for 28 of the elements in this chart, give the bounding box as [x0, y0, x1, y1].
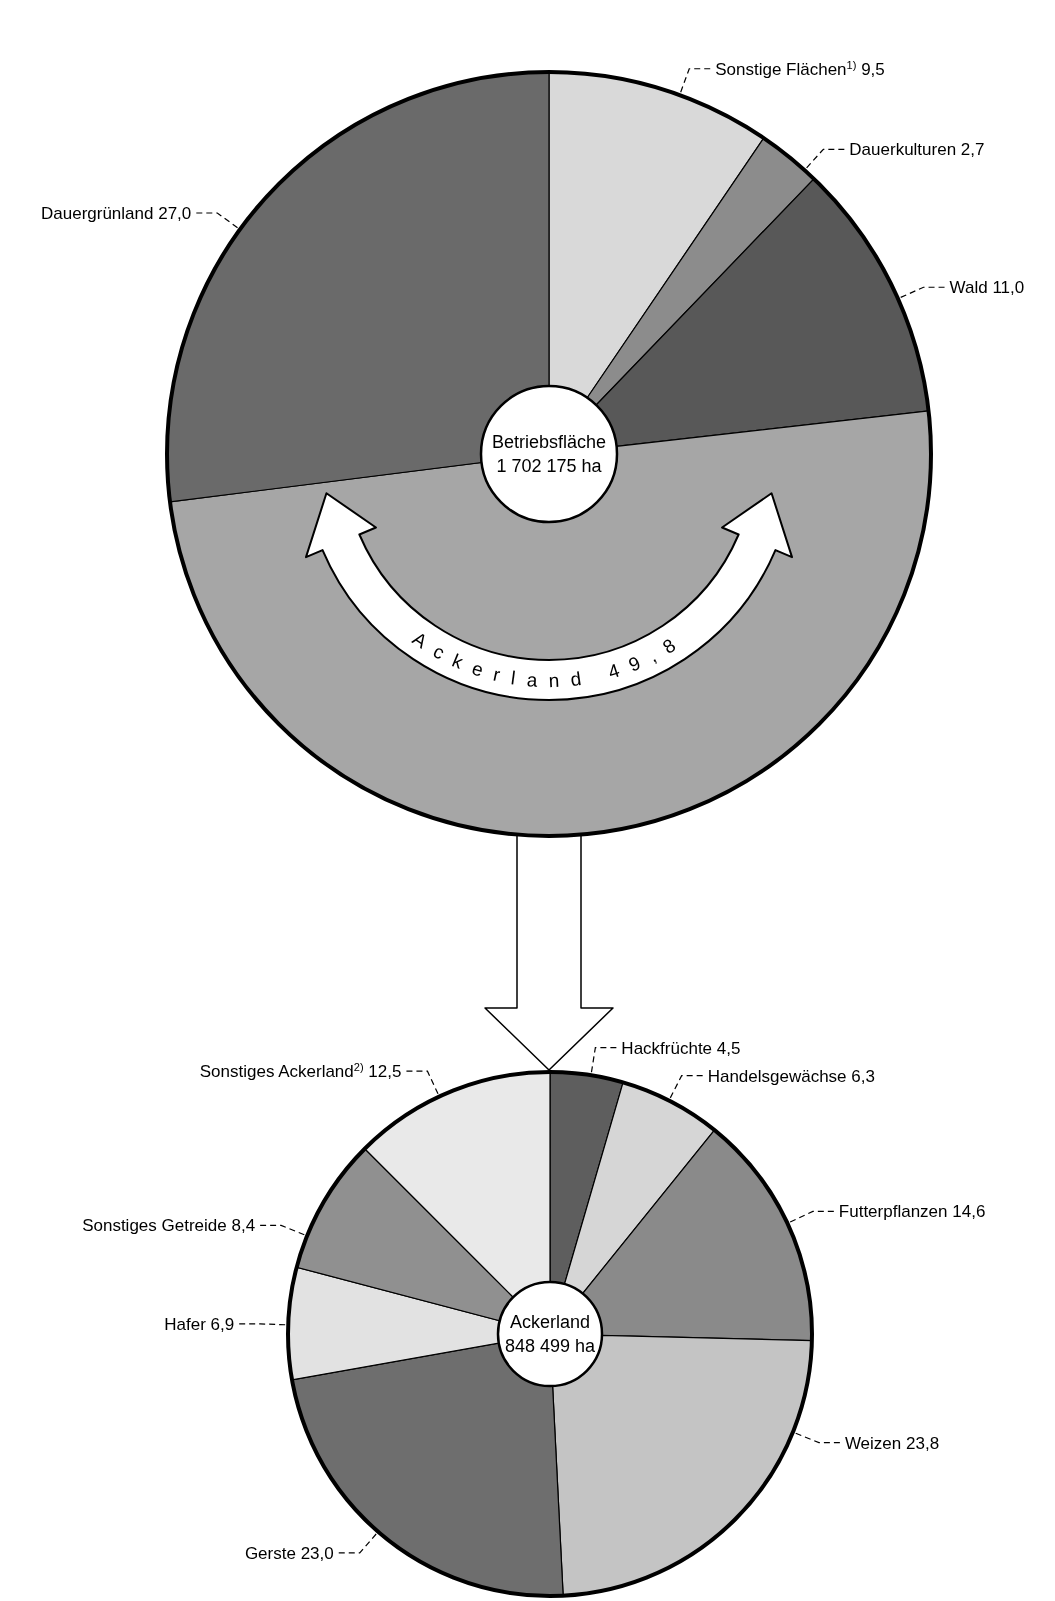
- data-label: 6,9: [210, 1314, 235, 1334]
- data-label: 23,8: [906, 1433, 940, 1453]
- slice-label: Sonstiges Getreide: [82, 1216, 227, 1236]
- text: Betriebsfläche: [491, 432, 607, 453]
- slice-label: Dauerkulturen: [849, 140, 957, 160]
- data-label: 27,0: [158, 203, 192, 223]
- text: Ackerland: [509, 1312, 591, 1333]
- slice-label: Weizen: [844, 1433, 902, 1453]
- data-label: 6,3: [851, 1066, 875, 1086]
- data-label: 12,5: [368, 1062, 402, 1082]
- slice-label: Dauergrünland: [41, 203, 154, 223]
- slice-label: Gerste: [244, 1543, 296, 1563]
- data-label: 4,5: [716, 1038, 741, 1058]
- text: 1 702 175 ha: [496, 456, 603, 477]
- slice-label: Hackfrüchte: [621, 1038, 713, 1058]
- data-label: 9,5: [861, 59, 885, 79]
- slice-label: Wald: [949, 278, 988, 298]
- data-label: 11,0: [992, 278, 1025, 298]
- slice-label: Handelsgewächse: [707, 1066, 847, 1086]
- data-label: 8,4: [231, 1216, 256, 1236]
- slice-label: Futterpflanzen: [838, 1202, 948, 1222]
- slice-label: Sonstiges Ackerland$^{2)}$: [199, 1061, 364, 1082]
- slice-label: Hafer: [164, 1314, 207, 1334]
- slice-label: Sonstige Flächen$^{1)}$: [715, 58, 857, 79]
- text: 848 499 ha: [504, 1336, 597, 1357]
- data-label: 2,7: [960, 140, 985, 160]
- data-label: 23,0: [300, 1543, 334, 1563]
- data-label: 14,6: [952, 1202, 986, 1222]
